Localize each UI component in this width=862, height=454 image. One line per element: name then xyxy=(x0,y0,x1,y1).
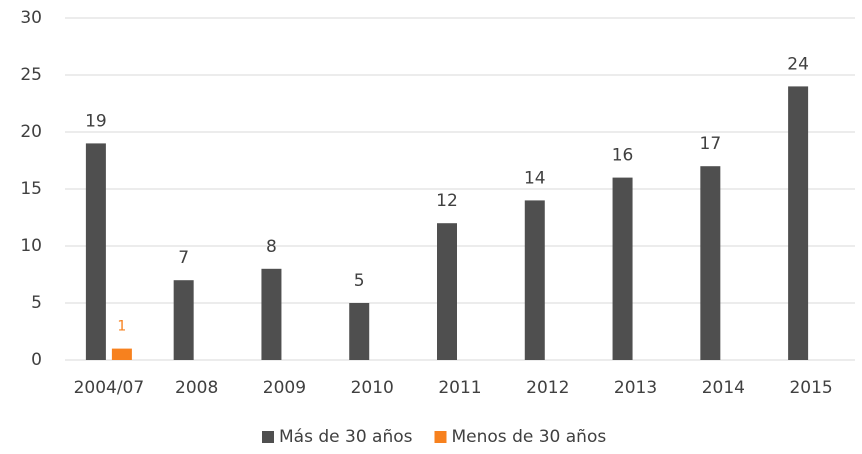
x-tick-label: 2008 xyxy=(175,378,218,398)
y-tick-label: 10 xyxy=(20,236,42,256)
data-label: 8 xyxy=(266,237,277,257)
legend-label: Más de 30 años xyxy=(279,427,413,447)
data-label: 7 xyxy=(178,248,189,268)
x-tick-label: 2011 xyxy=(438,378,481,398)
data-label: 1 xyxy=(117,319,126,335)
legend-swatch xyxy=(262,431,274,443)
data-label: 12 xyxy=(436,191,458,211)
y-tick-label: 25 xyxy=(20,65,42,85)
bar xyxy=(349,303,370,360)
x-tick-label: 2009 xyxy=(263,378,306,398)
x-tick-label: 2004/07 xyxy=(74,378,145,398)
bar xyxy=(173,280,194,360)
y-tick-label: 5 xyxy=(31,293,42,313)
x-tick-label: 2010 xyxy=(351,378,394,398)
data-label: 19 xyxy=(85,111,107,131)
y-tick-label: 30 xyxy=(20,8,42,28)
bar xyxy=(261,268,282,360)
x-tick-label: 2015 xyxy=(789,378,832,398)
data-label: 16 xyxy=(612,146,634,166)
data-label: 24 xyxy=(787,54,809,74)
bar xyxy=(700,166,721,360)
legend-swatch xyxy=(434,431,447,443)
x-tick-label: 2014 xyxy=(702,378,745,398)
legend-label: Menos de 30 años xyxy=(452,427,607,447)
data-label: 17 xyxy=(700,134,722,154)
bar xyxy=(788,86,809,361)
x-tick-label: 2012 xyxy=(526,378,569,398)
bar xyxy=(437,223,457,360)
y-tick-label: 20 xyxy=(20,122,42,142)
bar xyxy=(524,200,545,360)
data-label: 5 xyxy=(354,271,365,291)
bar xyxy=(111,348,132,360)
y-tick-label: 0 xyxy=(31,350,42,370)
data-label: 14 xyxy=(524,168,546,188)
y-tick-label: 15 xyxy=(20,179,42,199)
bar xyxy=(85,143,106,360)
bar xyxy=(612,177,633,360)
x-tick-label: 2013 xyxy=(614,378,657,398)
